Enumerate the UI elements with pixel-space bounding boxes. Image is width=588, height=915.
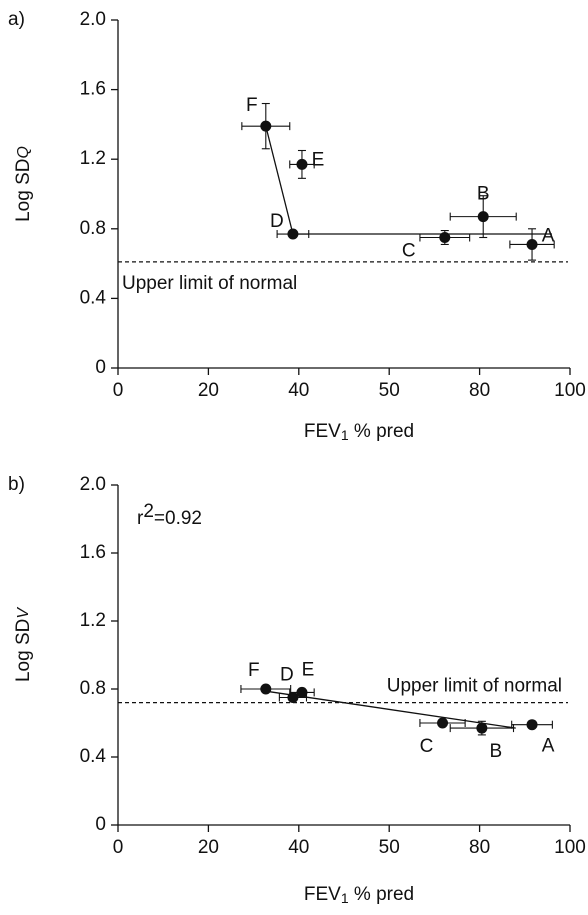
y-tick-label: 0.4: [80, 746, 107, 767]
x-tick-label: 20: [198, 837, 219, 858]
point: [260, 683, 272, 695]
point-label: D: [280, 665, 294, 686]
x-label-rest: % pred: [349, 884, 414, 905]
x-label-text: FEV: [304, 421, 341, 442]
x-tick-label: 0: [113, 380, 124, 401]
point: [296, 158, 308, 170]
point: [437, 717, 449, 729]
y-tick-label: 1.6: [80, 79, 106, 100]
x-tick-label: 100: [554, 837, 586, 858]
y-tick-label: 0.4: [80, 287, 107, 308]
point-label: E: [302, 659, 315, 680]
x-label-text: FEV: [304, 884, 341, 905]
y-tick-label: 2.0: [80, 9, 106, 30]
fit-line: [265, 125, 552, 235]
y-tick-label: 1.2: [80, 148, 106, 169]
reference-label: Upper limit of normal: [387, 676, 562, 697]
x-tick-label: 50: [379, 380, 400, 401]
point-label: F: [248, 660, 260, 681]
x-tick-label: 40: [288, 380, 309, 401]
point: [260, 120, 272, 132]
point-label: D: [270, 211, 284, 232]
x-axis-label: FEV1 % pred: [304, 884, 414, 906]
annotation: r2=0.92: [137, 501, 202, 529]
x-label-sub: 1: [341, 427, 349, 443]
point: [526, 238, 538, 250]
y-axis-label: Log SDQ: [13, 146, 34, 222]
y-label-symbol: V: [15, 607, 32, 619]
point: [476, 722, 488, 734]
point: [287, 228, 299, 240]
x-tick-label: 0: [113, 837, 124, 858]
y-tick-label: 0.8: [80, 218, 106, 239]
x-axis-label: FEV1 % pred: [304, 421, 414, 443]
reference-label: Upper limit of normal: [122, 273, 297, 294]
point-label: C: [420, 736, 434, 757]
point-label: B: [477, 184, 490, 205]
annotation-sup: 2: [143, 501, 154, 522]
point: [526, 719, 538, 731]
x-tick-label: 100: [554, 380, 586, 401]
point-label: F: [246, 95, 258, 116]
x-tick-label: 80: [469, 837, 490, 858]
point-label: B: [490, 741, 503, 762]
point-label: E: [312, 149, 325, 170]
point: [477, 211, 489, 223]
y-tick-label: 0.8: [80, 678, 106, 699]
y-tick-label: 0: [95, 814, 106, 835]
y-tick-label: 1.2: [80, 610, 106, 631]
x-tick-label: 20: [198, 380, 219, 401]
point: [296, 686, 308, 698]
y-axis-label: Log SDV: [13, 607, 34, 682]
panel-label: a): [8, 9, 25, 30]
panel-label: b): [8, 474, 25, 495]
x-tick-label: 50: [379, 837, 400, 858]
point-label: C: [402, 241, 416, 262]
y-tick-label: 0: [95, 357, 106, 378]
annotation-base: r: [137, 508, 144, 529]
y-tick-label: 2.0: [80, 474, 106, 495]
x-label-sub: 1: [341, 890, 349, 906]
x-label-rest: % pred: [349, 421, 414, 442]
y-label-text: Log SD: [13, 159, 34, 222]
point: [439, 232, 451, 243]
y-label-text: Log SD: [13, 619, 34, 682]
y-tick-label: 1.6: [80, 542, 106, 563]
x-tick-label: 40: [288, 837, 309, 858]
annotation-rest: =0.92: [154, 508, 202, 529]
x-tick-label: 80: [469, 380, 490, 401]
point-label: A: [542, 225, 555, 246]
y-label-symbol: Q: [15, 146, 32, 158]
point-label: A: [542, 736, 555, 757]
